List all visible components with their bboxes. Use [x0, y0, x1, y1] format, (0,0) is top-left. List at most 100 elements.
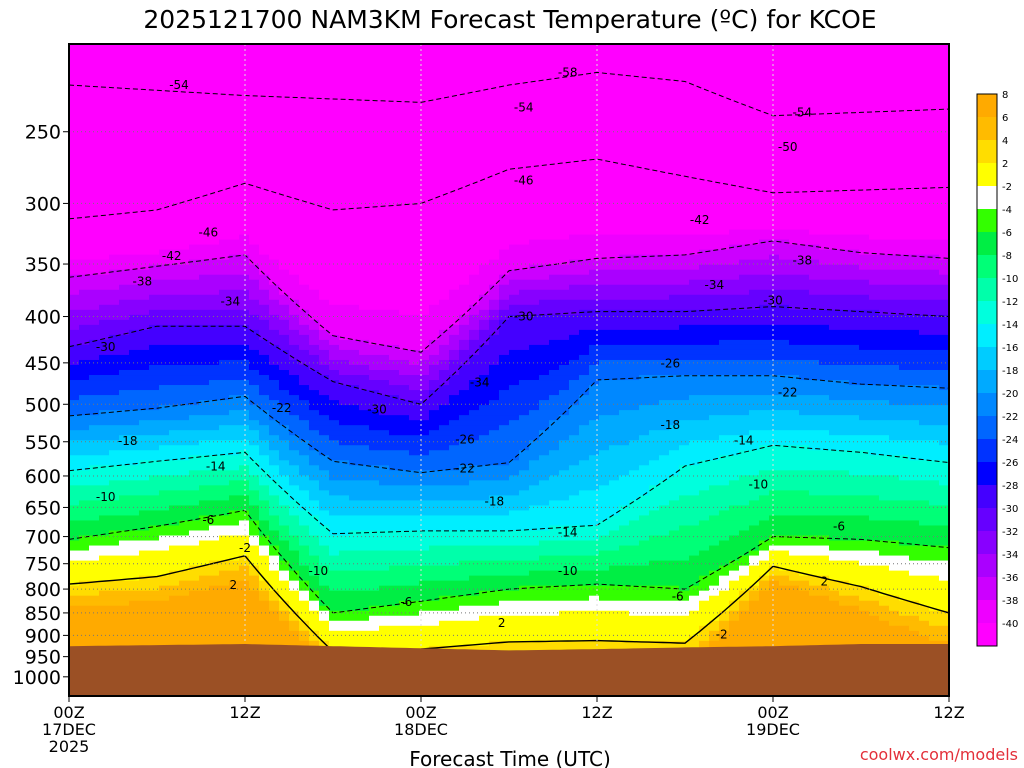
field-cell — [269, 560, 280, 567]
field-cell — [329, 450, 340, 456]
field-cell — [409, 505, 420, 512]
field-cell — [329, 269, 340, 276]
field-cell — [429, 460, 440, 466]
field-cell — [349, 630, 360, 637]
field-cell — [419, 339, 430, 346]
field-cell — [79, 354, 90, 361]
field-cell — [229, 630, 240, 637]
field-cell — [219, 490, 230, 496]
field-cell — [239, 194, 250, 201]
field-cell — [129, 605, 140, 612]
field-cell — [389, 530, 400, 537]
field-cell — [229, 635, 240, 642]
field-cell — [179, 59, 190, 65]
field-cell — [399, 620, 410, 627]
field-cell — [299, 364, 310, 371]
field-cell — [379, 324, 390, 331]
field-cell — [389, 380, 400, 386]
field-cell — [129, 59, 140, 65]
field-cell — [189, 580, 200, 587]
field-cell — [259, 525, 270, 532]
field-cell — [369, 324, 380, 331]
field-cell — [179, 234, 190, 241]
field-cell — [149, 565, 160, 572]
field-cell — [69, 69, 80, 75]
field-cell — [359, 635, 370, 642]
field-cell — [399, 44, 410, 50]
field-cell — [279, 575, 290, 582]
field-cell — [269, 485, 280, 491]
field-cell — [279, 159, 290, 165]
field-cell — [239, 475, 250, 481]
field-cell — [199, 264, 210, 271]
field-cell — [349, 64, 360, 70]
field-cell — [209, 570, 220, 577]
field-cell — [339, 69, 350, 75]
field-cell — [259, 349, 270, 356]
field-cell — [419, 625, 430, 632]
field-cell — [259, 520, 270, 527]
field-cell — [179, 124, 190, 130]
field-cell — [99, 370, 110, 376]
field-cell — [329, 229, 340, 236]
field-cell — [189, 640, 200, 647]
field-cell — [159, 304, 170, 311]
field-cell — [389, 274, 400, 281]
field-cell — [339, 525, 350, 532]
field-cell — [129, 395, 140, 401]
field-cell — [369, 54, 380, 60]
field-cell — [169, 545, 180, 552]
field-cell — [169, 139, 180, 145]
field-cell — [219, 375, 230, 381]
field-cell — [109, 324, 120, 331]
field-cell — [149, 370, 160, 376]
field-cell — [249, 119, 260, 125]
field-cell — [369, 219, 380, 226]
field-cell — [319, 279, 330, 286]
field-cell — [209, 99, 220, 105]
field-cell — [99, 209, 110, 216]
field-cell — [399, 485, 410, 491]
field-cell — [279, 244, 290, 251]
field-cell — [239, 400, 250, 406]
field-cell — [279, 364, 290, 371]
field-cell — [289, 510, 300, 517]
field-cell — [109, 114, 120, 120]
field-cell — [79, 420, 90, 426]
field-cell — [169, 244, 180, 251]
field-cell — [139, 309, 150, 316]
field-cell — [309, 339, 320, 346]
field-cell — [439, 565, 450, 572]
field-cell — [119, 390, 130, 396]
field-cell — [429, 410, 440, 416]
field-cell — [79, 64, 90, 70]
field-cell — [279, 359, 290, 366]
field-cell — [429, 239, 440, 246]
field-cell — [359, 500, 370, 507]
field-cell — [109, 490, 120, 496]
field-cell — [369, 395, 380, 401]
field-cell — [319, 214, 330, 221]
field-cell — [79, 199, 90, 206]
field-cell — [149, 149, 160, 155]
field-cell — [79, 274, 90, 281]
field-cell — [149, 610, 160, 617]
field-cell — [439, 189, 450, 196]
field-cell — [439, 234, 450, 241]
field-cell — [239, 480, 250, 486]
field-cell — [269, 500, 280, 507]
field-cell — [79, 279, 90, 286]
field-cell — [439, 204, 450, 211]
field-cell — [79, 570, 90, 577]
field-cell — [179, 500, 190, 507]
field-cell — [199, 274, 210, 281]
field-cell — [329, 309, 340, 316]
field-cell — [259, 615, 270, 622]
field-cell — [69, 465, 80, 471]
field-cell — [109, 64, 120, 70]
field-cell — [179, 314, 190, 321]
field-cell — [279, 540, 290, 547]
field-cell — [419, 555, 430, 562]
field-cell — [389, 605, 400, 612]
field-cell — [169, 395, 180, 401]
